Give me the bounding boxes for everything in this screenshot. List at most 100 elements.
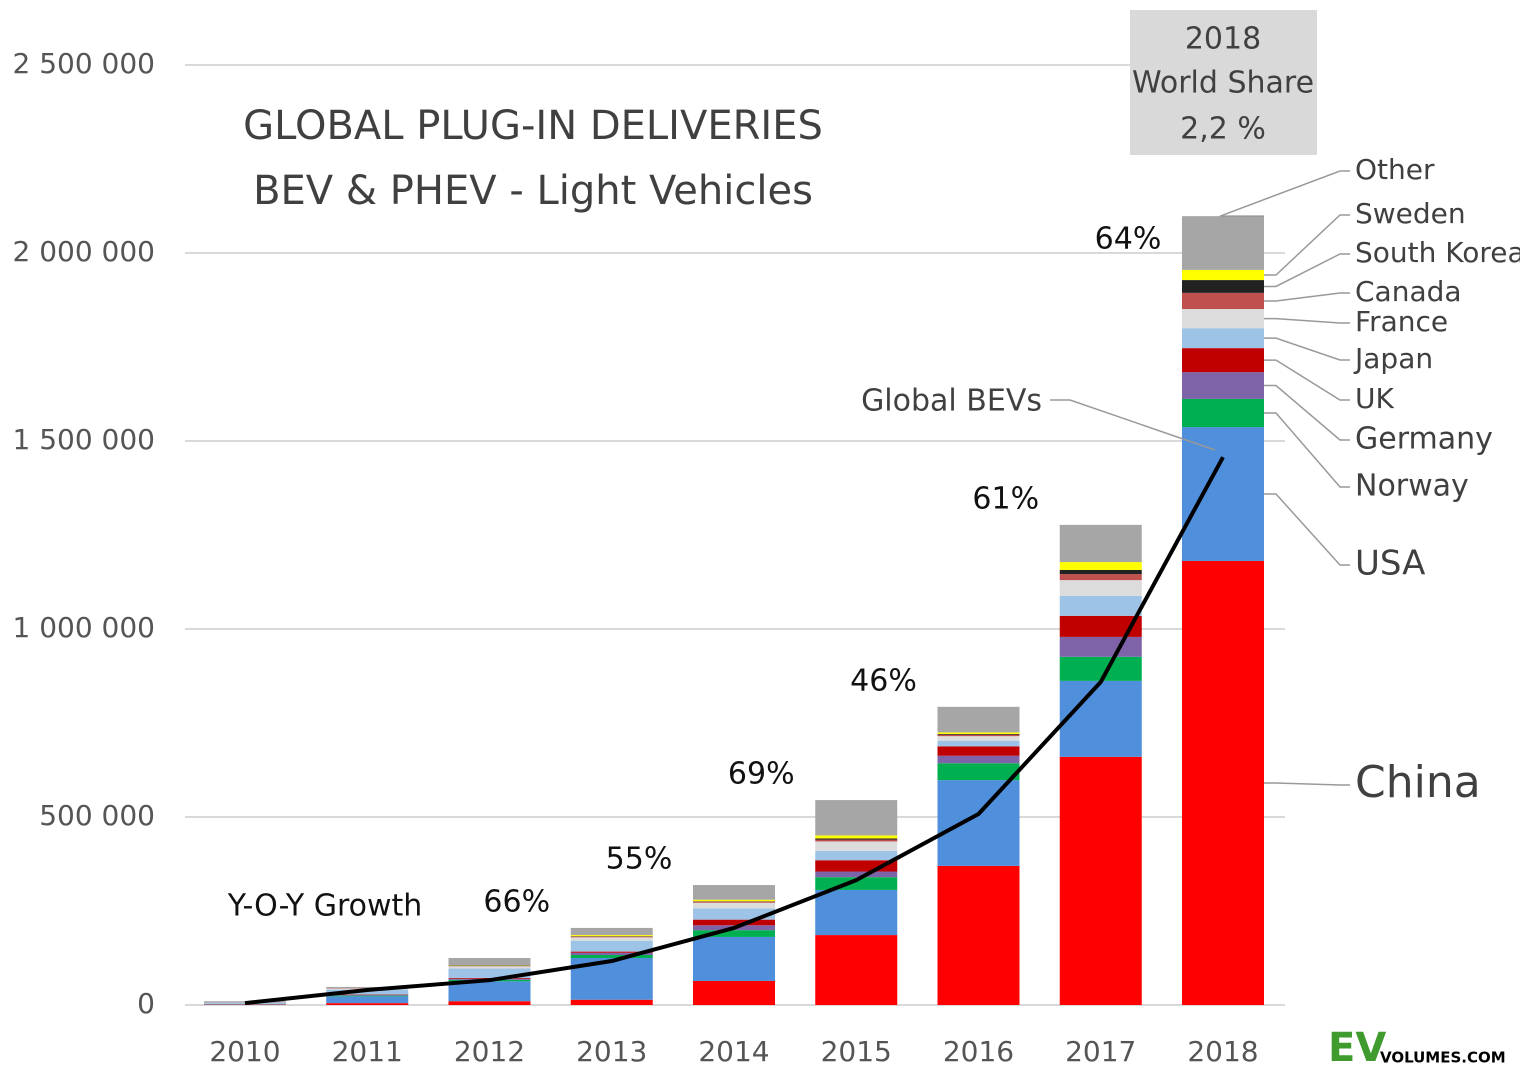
- annotation-text: World Share: [1132, 66, 1314, 101]
- bar-segment: [815, 838, 898, 840]
- x-tick-label: 2013: [576, 1035, 647, 1068]
- bar-segment: [815, 835, 898, 839]
- bar-segment: [448, 1001, 531, 1005]
- logo: VOLUMES.COM: [1380, 1049, 1506, 1067]
- x-tick-label: 2014: [698, 1035, 769, 1068]
- bar-segment: [937, 865, 1020, 1005]
- bar-segment: [204, 1002, 286, 1004]
- bar-segment: [326, 1003, 409, 1005]
- bar-segment: [1059, 524, 1142, 563]
- bar-segment: [693, 885, 775, 900]
- bar-segment: [1059, 569, 1142, 575]
- growth-label: 61%: [972, 481, 1039, 516]
- leader-line: [1264, 384, 1350, 441]
- legend-label: China: [1355, 757, 1481, 808]
- x-tick-label: 2015: [821, 1035, 892, 1068]
- chart-title: GLOBAL PLUG-IN DELIVERIES: [243, 103, 823, 149]
- bar-segment: [1182, 560, 1264, 1005]
- bar-segment: [1059, 636, 1142, 657]
- bar-segment: [1182, 280, 1264, 293]
- bar-segment: [1059, 756, 1142, 1005]
- legend-label: France: [1355, 305, 1448, 338]
- bar-segment: [1182, 309, 1264, 329]
- growth-title: Y-O-Y Growth: [227, 889, 423, 924]
- bar-segment: [1059, 595, 1142, 616]
- bar-segment: [815, 860, 898, 872]
- bar-segment: [570, 940, 653, 952]
- annotation-text: 2,2 %: [1180, 112, 1266, 147]
- bar-segment: [570, 927, 653, 936]
- growth-label: 55%: [606, 842, 673, 877]
- bar-segment: [937, 732, 1020, 734]
- x-tick-label: 2011: [332, 1035, 403, 1068]
- legend-label: Japan: [1353, 342, 1433, 375]
- bar-segment: [815, 850, 898, 861]
- bar-segment: [570, 936, 653, 938]
- bar-segment: [570, 954, 653, 958]
- bar-segment: [693, 980, 775, 1005]
- bar-segment: [326, 994, 409, 996]
- bar-segment: [693, 902, 775, 909]
- bar-segment: [1182, 328, 1264, 349]
- bar-segment: [1182, 348, 1264, 373]
- bar-segment: [815, 889, 898, 936]
- bar-segment: [570, 935, 653, 937]
- bar-segment: [1182, 292, 1264, 310]
- line-label: Global BEVs: [861, 384, 1042, 419]
- bar-segment: [1059, 574, 1142, 581]
- bar-segment: [693, 899, 775, 902]
- legend-label: USA: [1355, 544, 1425, 584]
- bar-segment: [326, 986, 409, 989]
- bar-segment: [937, 736, 1020, 741]
- bar-segment: [1182, 216, 1264, 270]
- bar-segment: [937, 740, 1020, 747]
- bar-segment: [937, 733, 1020, 735]
- y-tick-label: 2 000 000: [12, 235, 155, 268]
- chart-subtitle: BEV & PHEV - Light Vehicles: [253, 168, 813, 214]
- x-tick-label: 2018: [1187, 1035, 1258, 1068]
- bar-segment: [1182, 398, 1264, 428]
- legend-label: Sweden: [1355, 197, 1466, 230]
- bar-segment: [326, 989, 409, 995]
- growth-label: 69%: [728, 757, 795, 792]
- bar-segment: [448, 981, 531, 1002]
- legend-label: Germany: [1355, 422, 1493, 457]
- y-tick-label: 2 500 000: [12, 47, 155, 80]
- leader-line: [1264, 292, 1350, 302]
- legend-label: Norway: [1355, 469, 1469, 504]
- bar-segment: [693, 908, 775, 920]
- bar-segment: [693, 901, 775, 903]
- y-tick-label: 0: [137, 987, 155, 1020]
- x-tick-label: 2012: [454, 1035, 525, 1068]
- bar-segment: [937, 706, 1020, 733]
- annotation-box: [1130, 10, 1317, 155]
- bar-segment: [937, 734, 1020, 737]
- bar-segment: [815, 935, 898, 1005]
- bar-segment: [570, 952, 653, 955]
- bar-segment: [693, 930, 775, 937]
- legend-label: Canada: [1355, 275, 1462, 308]
- bar-segment: [693, 936, 775, 981]
- y-tick-label: 500 000: [39, 799, 155, 832]
- x-tick-label: 2016: [943, 1035, 1014, 1068]
- bar-segment: [815, 871, 898, 878]
- bar-segment: [448, 968, 531, 978]
- growth-label: 66%: [483, 884, 550, 919]
- bar-segment: [1182, 372, 1264, 399]
- bar-segment: [1059, 680, 1142, 757]
- leader-line: [1219, 170, 1350, 217]
- bar-segment: [448, 958, 531, 966]
- bar-segment: [326, 996, 409, 1004]
- bar-segment: [1059, 580, 1142, 596]
- x-tick-label: 2010: [209, 1035, 280, 1068]
- leader-line: [1264, 412, 1350, 488]
- x-tick-label: 2017: [1065, 1035, 1136, 1068]
- growth-label: 46%: [850, 663, 917, 698]
- leader-line: [1264, 493, 1350, 566]
- logo: EV: [1328, 1025, 1386, 1071]
- annotation-text: 2018: [1185, 22, 1261, 57]
- bar-segment: [570, 937, 653, 941]
- bar-segment: [570, 999, 653, 1005]
